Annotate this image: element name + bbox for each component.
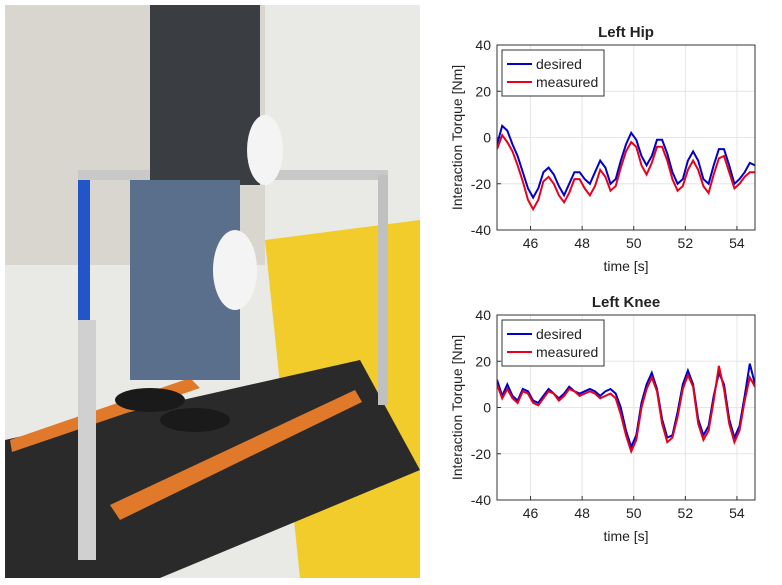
series-line — [497, 133, 755, 212]
series-line — [497, 365, 755, 455]
x-axis-label: time [s] — [603, 258, 648, 274]
axes-box — [496, 314, 756, 501]
y-tick-label: 0 — [483, 400, 491, 416]
y-tick-label: 20 — [475, 353, 491, 369]
y-axis-label: Interaction Torque [Nm] — [449, 65, 465, 210]
legend-label: measured — [536, 74, 598, 90]
legend-label: desired — [536, 326, 582, 342]
chart-title: Left Hip — [598, 24, 654, 41]
y-tick-label: -20 — [471, 176, 491, 192]
y-tick-label: 20 — [475, 83, 491, 99]
y-axis-label: Interaction Torque [Nm] — [449, 335, 465, 480]
x-tick-label: 46 — [523, 235, 539, 251]
y-tick-label: 40 — [475, 307, 491, 323]
x-axis-label: time [s] — [603, 528, 648, 544]
x-tick-label: 46 — [523, 505, 539, 521]
legend-box — [501, 319, 605, 367]
x-tick-label: 48 — [574, 235, 590, 251]
x-tick-label: 54 — [729, 505, 745, 521]
y-tick-label: -40 — [471, 222, 491, 238]
x-tick-label: 50 — [626, 235, 642, 251]
y-tick-label: 0 — [483, 130, 491, 146]
x-tick-label: 52 — [678, 235, 694, 251]
legend-label: measured — [536, 344, 598, 360]
x-tick-label: 48 — [574, 505, 590, 521]
photo — [5, 5, 420, 578]
legend-box — [501, 49, 605, 97]
chart-title: Left Knee — [592, 294, 660, 311]
axes-box — [496, 44, 756, 231]
y-tick-label: 40 — [475, 37, 491, 53]
series-line — [497, 124, 755, 200]
x-tick-label: 52 — [678, 505, 694, 521]
x-tick-label: 50 — [626, 505, 642, 521]
legend-label: desired — [536, 56, 582, 72]
x-tick-label: 54 — [729, 235, 745, 251]
y-tick-label: -20 — [471, 446, 491, 462]
y-tick-label: -40 — [471, 492, 491, 508]
